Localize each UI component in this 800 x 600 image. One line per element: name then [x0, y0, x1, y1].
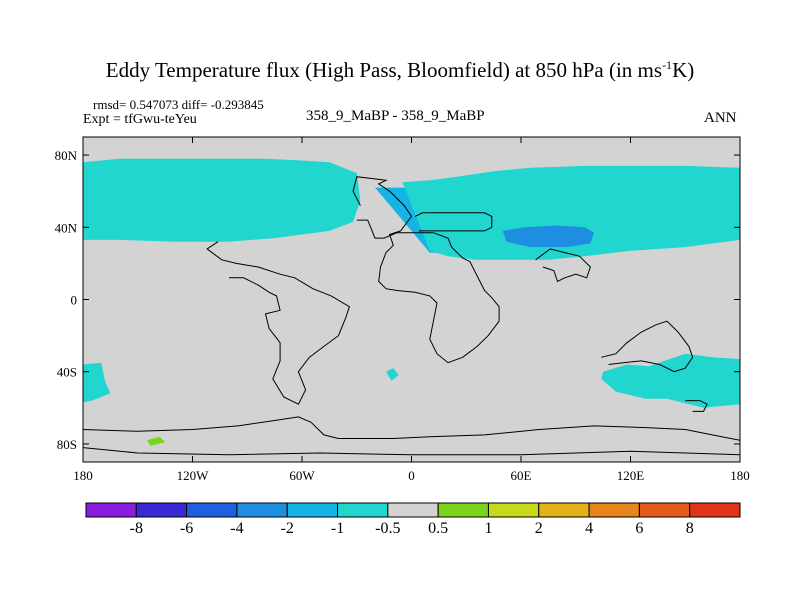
coastline-1 [206, 241, 351, 405]
x-tick-label: 120E [617, 468, 645, 483]
y-tick-label: 80N [55, 148, 78, 163]
period-label: ANN [704, 110, 737, 126]
x-tick-label: 60W [289, 468, 315, 483]
x-tick-label: 60E [511, 468, 532, 483]
colorbar-level-label: 4 [585, 520, 594, 537]
colorbar-swatch-7 [437, 502, 489, 518]
contour-region-6 [601, 353, 740, 408]
coastline-7 [83, 447, 740, 456]
contour-fill-layer [83, 158, 740, 446]
coastline-2 [414, 212, 493, 232]
coastline-0 [352, 176, 500, 364]
colorbar-swatch-12 [689, 502, 741, 518]
colorbar [85, 502, 741, 518]
colorbar-level-label: -1 [330, 520, 345, 537]
colorbar-swatch-11 [638, 502, 691, 518]
colorbar-swatch-5 [337, 502, 389, 518]
colorbar-level-label: -4 [230, 520, 244, 537]
contour-region-1 [83, 158, 361, 242]
contour-region-8 [146, 436, 166, 446]
y-tick-label: 40N [55, 220, 78, 235]
stats-label: rmsd= 0.547073 diff= -0.293845 [93, 97, 264, 112]
x-tick-label: 120W [177, 468, 210, 483]
colorbar-swatch-3 [236, 502, 288, 518]
colorbar-swatch-0 [85, 502, 137, 518]
colorbar-swatch-8 [487, 502, 540, 518]
coastline-6 [83, 416, 740, 441]
y-tick-label: 0 [71, 293, 78, 308]
contour-region-3 [402, 165, 740, 260]
colorbar-swatch-9 [538, 502, 590, 518]
colorbar-level-label: -2 [280, 520, 294, 537]
colorbar-level-label: 8 [685, 520, 694, 537]
x-tick-label: 180 [730, 468, 750, 483]
colorbar-swatch-6 [387, 502, 439, 518]
x-tick-label: 180 [73, 468, 93, 483]
colorbar-swatch-1 [135, 502, 188, 518]
case-label: 358_9_MaBP - 358_9_MaBP [306, 108, 485, 124]
colorbar-swatch-2 [186, 502, 238, 518]
colorbar-level-label: -0.5 [375, 520, 401, 537]
x-tick-label: 0 [408, 468, 415, 483]
colorbar-level-label: 2 [534, 520, 543, 537]
coastline-5 [685, 400, 708, 412]
colorbar-level-label: -6 [179, 520, 194, 537]
chart-title: Eddy Temperature flux (High Pass, Bloomf… [105, 58, 695, 82]
experiment-label: Expt = tfGwu-teYeu [83, 112, 197, 127]
contour-region-5 [83, 362, 111, 403]
colorbar-swatch-4 [286, 502, 339, 518]
colorbar-level-label: 6 [635, 520, 644, 537]
colorbar-level-label: 1 [484, 520, 493, 537]
axis-layer: 180 120W 60W 0 60E 120E 180 80N 40N 0 40S 80S [55, 137, 750, 483]
y-tick-label: 80S [57, 437, 77, 452]
colorbar-swatch-10 [588, 502, 640, 518]
colorbar-level-label: 0.5 [428, 520, 449, 537]
coastline-3 [535, 248, 591, 283]
colorbar-level-label: -8 [129, 520, 143, 537]
coastline-4 [601, 320, 694, 373]
contour-region-7 [386, 368, 399, 381]
coastline-layer [83, 176, 740, 456]
contour-region-4 [502, 225, 594, 248]
y-tick-label: 40S [57, 365, 77, 380]
